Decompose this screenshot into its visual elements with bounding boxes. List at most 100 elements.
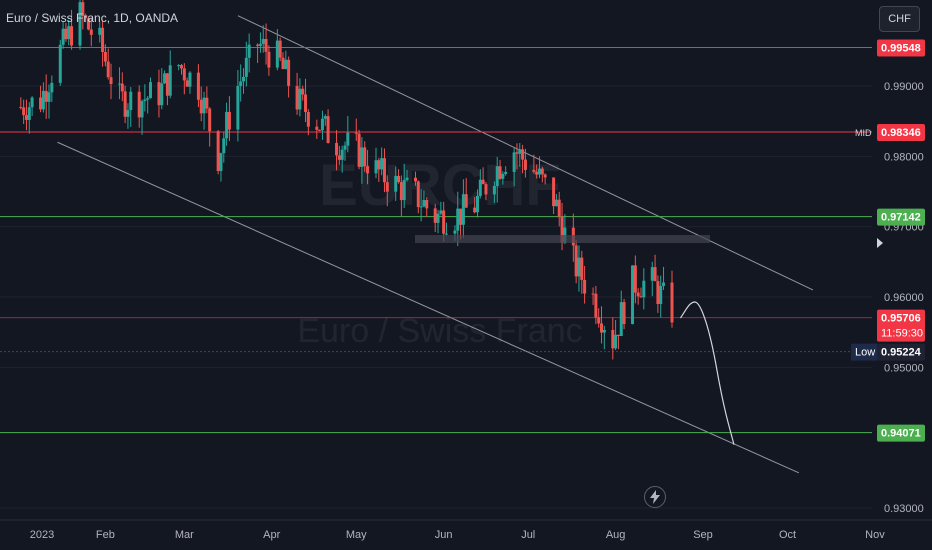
candle bbox=[89, 17, 93, 47]
currency-button[interactable]: CHF bbox=[879, 6, 920, 32]
candle bbox=[225, 102, 229, 146]
candle bbox=[278, 37, 282, 62]
candle bbox=[22, 99, 26, 125]
candle bbox=[405, 169, 409, 182]
candle bbox=[399, 175, 403, 217]
candle bbox=[633, 255, 637, 304]
candle bbox=[492, 181, 496, 204]
candle bbox=[81, 0, 85, 30]
candle bbox=[574, 240, 578, 284]
candle bbox=[315, 119, 319, 139]
candle bbox=[58, 39, 62, 86]
candle bbox=[295, 72, 299, 115]
level-label-bg bbox=[877, 424, 925, 442]
candle bbox=[377, 157, 381, 182]
candle bbox=[473, 196, 477, 214]
lightning-icon[interactable] bbox=[644, 486, 666, 508]
mid-tag: MID bbox=[855, 128, 872, 138]
candle bbox=[335, 130, 339, 171]
level-label: 0.95706 bbox=[881, 313, 921, 325]
x-tick-label: May bbox=[346, 529, 367, 541]
candle bbox=[552, 177, 556, 215]
candle bbox=[636, 288, 640, 305]
candle bbox=[298, 78, 302, 117]
level-label: 0.95224 bbox=[881, 347, 922, 359]
candle bbox=[196, 64, 200, 108]
candle bbox=[165, 73, 169, 106]
candle bbox=[27, 102, 31, 134]
y-tick-label: 0.98000 bbox=[884, 151, 924, 163]
candle bbox=[602, 325, 606, 350]
candle bbox=[402, 163, 406, 208]
candle bbox=[61, 20, 65, 49]
candle bbox=[123, 85, 127, 124]
candle bbox=[538, 156, 542, 179]
chart-grid bbox=[0, 85, 872, 509]
candle bbox=[439, 201, 443, 216]
candle bbox=[600, 306, 604, 344]
candle bbox=[146, 95, 150, 114]
low-tag: Low bbox=[855, 347, 875, 359]
x-tick-label: Nov bbox=[865, 529, 885, 541]
candle bbox=[639, 287, 643, 298]
candle bbox=[84, 13, 88, 23]
candle bbox=[137, 85, 141, 128]
candle bbox=[498, 160, 502, 181]
candle bbox=[616, 334, 620, 350]
level-label-bg bbox=[877, 343, 925, 361]
symbol-watermark: EURCHF Euro / Swiss Franc bbox=[297, 153, 582, 350]
candle bbox=[670, 270, 674, 328]
candle bbox=[64, 22, 68, 42]
candle bbox=[242, 68, 246, 94]
y-tick-label: 0.95000 bbox=[884, 362, 924, 374]
candle bbox=[284, 50, 288, 70]
candle bbox=[642, 268, 646, 310]
candle bbox=[436, 209, 440, 234]
candle bbox=[583, 265, 587, 304]
candle bbox=[41, 82, 45, 113]
candle bbox=[258, 32, 262, 53]
candle bbox=[346, 116, 350, 153]
x-tick-label: Aug bbox=[606, 529, 626, 541]
candle bbox=[495, 156, 499, 203]
candle bbox=[360, 137, 364, 184]
candle bbox=[504, 166, 508, 176]
candle bbox=[219, 152, 223, 182]
candle bbox=[478, 169, 482, 199]
candle bbox=[168, 50, 172, 99]
candle bbox=[281, 52, 285, 70]
candle bbox=[216, 129, 220, 175]
candle bbox=[343, 141, 347, 161]
candle bbox=[323, 114, 327, 126]
candle bbox=[143, 84, 147, 112]
candle bbox=[236, 70, 240, 142]
candle bbox=[481, 167, 485, 185]
candle bbox=[580, 250, 584, 294]
candle bbox=[363, 141, 367, 172]
candle bbox=[182, 63, 186, 95]
candle bbox=[501, 171, 505, 185]
candle bbox=[397, 169, 401, 184]
candle bbox=[148, 77, 152, 99]
candle bbox=[557, 191, 561, 227]
candle bbox=[39, 85, 43, 113]
candle bbox=[320, 110, 324, 140]
candle bbox=[129, 87, 133, 127]
candle bbox=[366, 150, 370, 185]
candle bbox=[326, 109, 330, 144]
level-label-bg bbox=[877, 309, 925, 342]
candle bbox=[30, 96, 34, 116]
candle bbox=[275, 29, 279, 71]
candle bbox=[340, 145, 344, 173]
candle bbox=[459, 208, 463, 240]
level-label: 0.97142 bbox=[881, 212, 921, 224]
x-tick-label: Mar bbox=[175, 529, 194, 541]
y-tick-label: 0.93000 bbox=[884, 503, 924, 515]
candle bbox=[264, 23, 268, 65]
candle bbox=[109, 63, 113, 100]
candle bbox=[157, 69, 161, 118]
level-label-bg bbox=[877, 39, 925, 57]
candle bbox=[239, 64, 243, 102]
price-axis: 0.990000.980000.970000.960000.950000.930… bbox=[851, 0, 932, 520]
